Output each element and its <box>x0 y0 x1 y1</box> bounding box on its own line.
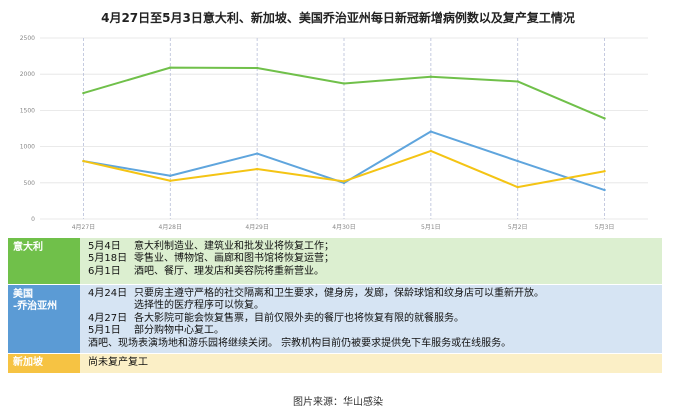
italy-text-2: 零售业、博物馆、画廊和图书馆将恢复运营； <box>134 253 334 265</box>
y-tick-label: 0 <box>31 216 35 223</box>
x-tick-label: 4月29日 <box>245 224 268 231</box>
georgia-line-4: 5月1日 部分购物中心复工。 <box>88 325 654 337</box>
series-2-point <box>516 159 519 163</box>
series-3-point <box>342 180 346 183</box>
x-tick-label: 4月30日 <box>332 224 355 231</box>
italy-line-1: 5月4日 意大利制造业、建筑业和批发业将恢复工作； <box>88 241 654 253</box>
series-2-point <box>169 174 172 177</box>
series-3-point <box>82 159 85 163</box>
series-3-point <box>429 149 433 153</box>
series-2-point <box>429 130 433 133</box>
x-tick-label: 4月27日 <box>72 224 95 231</box>
italy-date-1: 5月4日 <box>88 241 121 252</box>
chart-title: 4月27日至5月3日意大利、新加坡、美国乔治亚州每日新冠新增病例数以及复产复工情… <box>101 11 575 25</box>
singapore-label: 新加坡 <box>8 354 80 373</box>
series-3-point <box>169 179 172 182</box>
georgia-text-2: 选择性的医疗程序可以恢复。 <box>134 300 264 312</box>
series-3-point <box>603 170 606 173</box>
georgia-label-line-1: 美国 <box>13 289 33 300</box>
series-1-point <box>603 117 606 120</box>
georgia-line-5: 酒吧、现场表演场地和游乐园将继续关闭。 宗教机构目前仍被要求提供免下车服务或在线… <box>88 338 654 350</box>
georgia-row: 美国 -乔治亚州 4月24日 只要房主遵守严格的社交隔离和卫生要求，健身房，发廊，… <box>8 285 662 353</box>
series-1-point <box>342 82 346 85</box>
georgia-text-1: 只要房主遵守严格的社交隔离和卫生要求，健身房，发廊，保龄球馆和纹身店可以重新开放… <box>134 288 544 299</box>
italy-body: 5月4日 意大利制造业、建筑业和批发业将恢复工作； 5月18日 零售业、博物馆、画廊… <box>80 238 662 284</box>
series-2-point <box>603 188 606 192</box>
georgia-date-3: 4月27日 <box>88 312 128 324</box>
x-tick-label: 4月28日 <box>159 224 182 231</box>
series-3-point <box>516 185 519 189</box>
georgia-date-1: 4月24日 <box>88 288 128 299</box>
series-1-point <box>255 66 259 70</box>
italy-label: 意大利 <box>8 238 80 284</box>
georgia-text-3: 各大影院可能会恢复售票，目前仅限外卖的餐厅也将恢复有限的就餐服务。 <box>134 312 464 324</box>
georgia-label: 美国 -乔治亚州 <box>8 285 80 353</box>
georgia-body: 4月24日 只要房主遵守严格的社交隔离和卫生要求，健身房，发廊，保龄球馆和纹身店可… <box>80 285 662 353</box>
image-source: 图片来源：华山感染 <box>293 397 383 408</box>
series-2-point <box>255 152 259 155</box>
series-1-point <box>516 80 519 83</box>
y-tick-label: 1500 <box>20 107 35 114</box>
italy-date-2: 5月18日 <box>88 253 128 265</box>
singapore-text: 尚未复产复工 <box>88 357 148 368</box>
x-tick-label: 5月1日 <box>421 224 441 231</box>
y-tick-label: 2000 <box>20 71 35 78</box>
georgia-line-2: 选择性的医疗程序可以恢复。 <box>88 300 654 312</box>
line-chart: 0 500 1000 1500 2000 2500 4月27日 4月28日 4月29日 4月30日… <box>20 35 648 231</box>
italy-line-3: 6月1日 酒吧、餐厅、理发店和美容院将重新营业。 <box>88 266 654 278</box>
series-1-point <box>82 91 85 95</box>
italy-text-3: 酒吧、餐厅、理发店和美容院将重新营业。 <box>134 265 324 277</box>
y-tick-label: 1000 <box>20 144 35 151</box>
series-1-point <box>429 75 433 78</box>
georgia-line-3: 4月27日 各大影院可能会恢复售票，目前仅限外卖的餐厅也将恢复有限的就餐服务。 <box>88 313 654 325</box>
x-tick-label: 5月3日 <box>595 224 615 231</box>
italy-line-2: 5月18日 零售业、博物馆、画廊和图书馆将恢复运营； <box>88 253 654 265</box>
x-tick-label: 5月2日 <box>508 224 528 231</box>
georgia-line-1: 4月24日 只要房主遵守严格的社交隔离和卫生要求，健身房，发廊，保龄球馆和纹身店可… <box>88 288 654 300</box>
italy-date-3: 6月1日 <box>88 265 121 277</box>
georgia-text-5: 酒吧、现场表演场地和游乐园将继续关闭。 宗教机构目前仍被要求提供免下车服务或在线… <box>88 337 512 349</box>
italy-text-1: 意大利制造业、建筑业和批发业将恢复工作； <box>134 241 334 252</box>
georgia-label-line-2: -乔治亚州 <box>13 301 58 312</box>
series-1-point <box>169 66 172 69</box>
georgia-text-4: 部分购物中心复工。 <box>134 325 224 337</box>
y-tick-label: 500 <box>24 180 36 187</box>
singapore-row: 新加坡 尚未复产复工 <box>8 354 662 373</box>
italy-row: 意大利 5月4日 意大利制造业、建筑业和批发业将恢复工作； 5月18日 零售业、博物… <box>8 238 662 284</box>
y-tick-label: 2500 <box>20 35 35 42</box>
series-3-point <box>255 167 259 171</box>
singapore-body: 尚未复产复工 <box>80 354 662 373</box>
georgia-date-4: 5月1日 <box>88 325 121 337</box>
